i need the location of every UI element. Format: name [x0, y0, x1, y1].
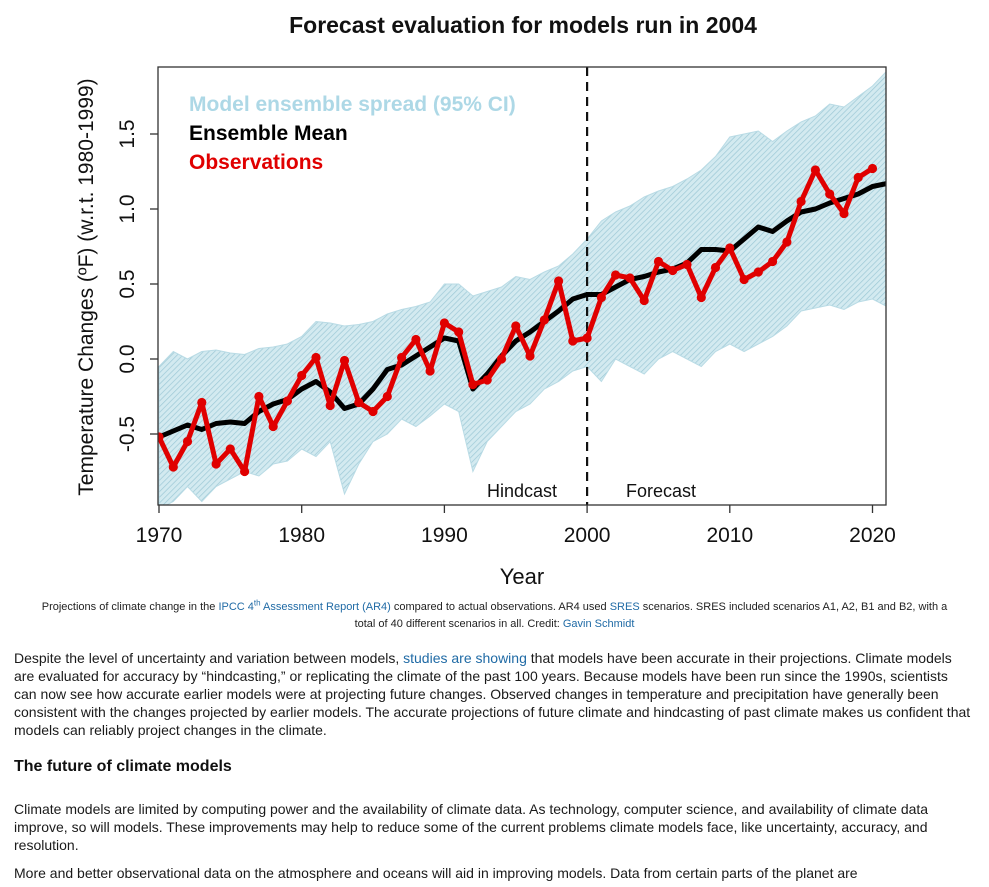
hindcast-label: Hindcast [487, 481, 557, 501]
observation-point [554, 276, 564, 286]
observation-point [454, 327, 464, 337]
y-tick-label: 0.5 [116, 269, 139, 298]
observation-point [568, 336, 578, 346]
paragraph-text: Despite the level of uncertainty and var… [14, 650, 404, 666]
observation-point [439, 318, 449, 328]
observation-point [539, 315, 549, 325]
observation-point [668, 265, 678, 276]
observation-point [411, 334, 421, 345]
observation-point [525, 351, 535, 361]
y-axis-label: Temperature Changes (ºF) (w.r.t. 1980-19… [75, 78, 98, 495]
x-tick-label: 2000 [564, 524, 611, 547]
observation-point [768, 256, 778, 267]
observation-point [382, 391, 392, 402]
observation-point [853, 172, 863, 183]
paragraph-model-accuracy: Despite the level of uncertainty and var… [14, 649, 974, 739]
x-tick-label: 1970 [136, 524, 183, 547]
observation-point [197, 397, 207, 408]
observation-point [867, 163, 878, 174]
ipcc-ar4-link[interactable]: IPCC 4th Assessment Report (AR4) [218, 598, 391, 613]
observation-point [825, 189, 835, 199]
observation-point [354, 397, 364, 408]
y-tick-label: -0.5 [116, 416, 139, 452]
temperature-chart: Forecast evaluation for models run in 20… [75, 12, 896, 589]
axes: 1970 1980 1990 2000 2010 2020 -0.5 0.0 0.5 1.0 1.5 [116, 119, 896, 547]
caption-text: scenarios. SRES included scenarios A1, A… [354, 601, 948, 630]
observation-point [297, 370, 307, 381]
observation-point [425, 366, 435, 376]
legend-observations-label: Observations [189, 151, 323, 174]
observation-point [682, 259, 692, 270]
plot-area [158, 67, 886, 505]
observation-point [158, 432, 164, 442]
section-heading: The future of climate models [14, 758, 232, 775]
legend-spread-label: Model ensemble spread (95% CI) [189, 93, 516, 116]
observation-point [282, 396, 292, 406]
paragraph-observational-data: More and better observational data on th… [14, 865, 858, 881]
observation-point [254, 391, 264, 402]
x-tick-label: 1980 [278, 524, 325, 547]
ipcc-link-rest: Assessment Report (AR4) [260, 601, 391, 613]
chart-figure: Forecast evaluation for models run in 20… [75, 12, 896, 589]
observation-point [611, 270, 621, 280]
plot-frame [157, 66, 887, 506]
observation-point [753, 267, 763, 277]
observation-point [182, 436, 193, 447]
observation-point [782, 237, 792, 247]
x-axis-label: Year [500, 564, 544, 589]
y-tick-label: 1.0 [116, 194, 139, 223]
observation-point [268, 421, 278, 432]
observation-point [511, 321, 521, 331]
x-tick-label: 2020 [849, 524, 896, 547]
observation-point [696, 292, 706, 303]
observation-point [225, 444, 235, 454]
paragraph-limits: Climate models are limited by computing … [14, 801, 929, 853]
observation-point [725, 243, 735, 253]
observation-point [397, 352, 407, 363]
observation-point [582, 333, 592, 343]
observation-point [339, 355, 350, 366]
figure-caption: Projections of climate change in the IPC… [40, 599, 949, 633]
observation-point [311, 352, 321, 363]
observation-point [596, 292, 607, 303]
forecast-label: Forecast [626, 481, 696, 501]
x-tick-label: 1990 [421, 524, 468, 547]
observation-point [810, 165, 821, 175]
observation-point [710, 262, 721, 273]
observation-point [639, 295, 649, 306]
studies-link[interactable]: studies are showing [403, 650, 527, 666]
observation-point [168, 462, 178, 472]
chart-title: Forecast evaluation for models run in 20… [289, 12, 757, 38]
legend-mean-label: Ensemble Mean [189, 122, 348, 145]
observation-point [325, 400, 335, 411]
observation-point [368, 406, 378, 417]
x-tick-label: 2010 [706, 524, 753, 547]
observation-point [796, 196, 806, 207]
observation-point [482, 375, 492, 385]
paragraph-text: that models have been accurate in their … [14, 650, 971, 738]
y-tick-label: 1.5 [116, 119, 139, 148]
ipcc-link-text: IPCC 4 [218, 601, 254, 613]
observation-point [211, 459, 221, 469]
sres-link[interactable]: SRES [609, 601, 640, 613]
caption-text: compared to actual observations. AR4 use… [390, 601, 610, 613]
observation-point [240, 466, 250, 477]
observation-point [839, 208, 849, 219]
gavin-schmidt-link[interactable]: Gavin Schmidt [562, 618, 635, 630]
observation-point [496, 354, 507, 364]
observation-point [468, 379, 478, 390]
y-tick-label: 0.0 [116, 344, 139, 373]
caption-text: Projections of climate change in the [41, 601, 219, 613]
observation-point [739, 274, 749, 285]
observation-point [653, 256, 664, 267]
observation-point [625, 273, 635, 283]
ipcc-link-sup: th [253, 598, 261, 608]
ensemble-spread-band [158, 71, 886, 505]
